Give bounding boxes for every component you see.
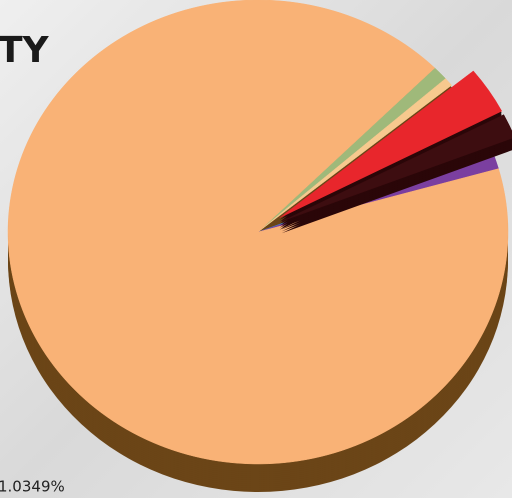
slice [279,70,503,218]
slice [7,0,509,465]
slice [281,114,512,222]
pie [7,0,512,492]
annotation: 1.0349% [0,478,65,496]
slice [257,78,452,233]
chart-title: TY [0,30,50,71]
